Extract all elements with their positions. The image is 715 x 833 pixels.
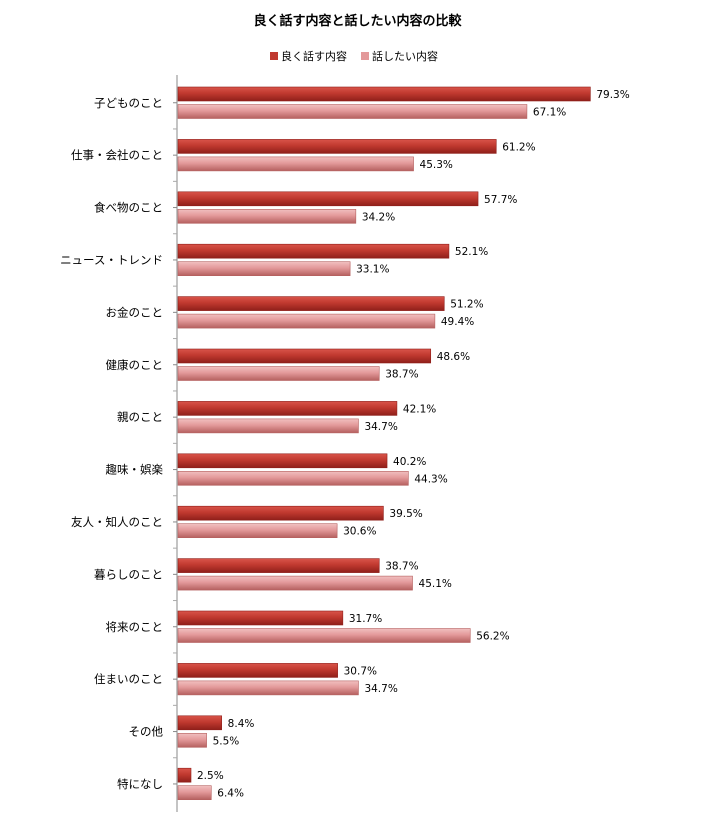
data-label-series-2: 6.4% bbox=[217, 788, 244, 800]
bar-series-1 bbox=[177, 453, 388, 469]
category-label: 暮らしのこと bbox=[94, 567, 163, 581]
category-label: 健康のこと bbox=[106, 358, 164, 372]
data-label-series-1: 61.2% bbox=[502, 141, 535, 153]
bar-series-1 bbox=[177, 610, 344, 626]
bar-series-2 bbox=[177, 366, 380, 381]
data-label-series-1: 39.5% bbox=[389, 508, 422, 520]
bar-series-1 bbox=[177, 86, 591, 102]
bar-series-1 bbox=[177, 505, 384, 521]
data-label-series-2: 34.7% bbox=[364, 421, 397, 433]
category-label: 食べ物のこと bbox=[94, 201, 163, 215]
data-label-series-1: 51.2% bbox=[450, 299, 483, 311]
category-label: 親のこと bbox=[117, 410, 163, 424]
data-label-series-1: 8.4% bbox=[228, 718, 255, 730]
data-label-series-1: 30.7% bbox=[344, 665, 377, 677]
data-label-series-2: 38.7% bbox=[385, 369, 418, 381]
bar-series-1 bbox=[177, 348, 432, 364]
bar-series-2 bbox=[177, 156, 414, 172]
bar-series-2 bbox=[177, 313, 436, 329]
category-label: 住まいのこと bbox=[94, 672, 163, 686]
data-label-series-1: 52.1% bbox=[455, 246, 488, 258]
legend-swatch-series-1 bbox=[270, 52, 278, 60]
category-label: お金のこと bbox=[106, 305, 164, 319]
legend: 良く話す内容 話したい内容 bbox=[270, 48, 438, 64]
bar-series-2 bbox=[177, 680, 359, 696]
data-label-series-2: 34.7% bbox=[364, 683, 397, 695]
data-label-series-2: 56.2% bbox=[476, 631, 509, 643]
data-label-series-1: 79.3% bbox=[596, 89, 629, 101]
data-label-series-1: 31.7% bbox=[349, 613, 382, 625]
data-label-series-2: 44.3% bbox=[414, 473, 447, 485]
data-label-series-1: 48.6% bbox=[437, 351, 470, 363]
bar-series-2 bbox=[177, 628, 471, 643]
category-label: 将来のこと bbox=[106, 620, 164, 634]
bar-series-2 bbox=[177, 470, 409, 486]
bar-series-2 bbox=[177, 418, 359, 434]
legend-item-series-2: 話したい内容 bbox=[361, 48, 438, 64]
bar-series-1 bbox=[177, 191, 479, 207]
bar-series-1 bbox=[177, 767, 192, 783]
bar-series-2 bbox=[177, 523, 338, 539]
legend-label-series-2: 話したい内容 bbox=[372, 50, 438, 63]
bar-series-1 bbox=[177, 139, 497, 154]
bar-series-2 bbox=[177, 104, 528, 119]
bar-series-1 bbox=[177, 558, 380, 573]
chart-title: 良く話す内容と話したい内容の比較 bbox=[253, 14, 462, 29]
category-label: 特になし bbox=[117, 777, 163, 791]
data-label-series-1: 42.1% bbox=[403, 403, 436, 415]
data-label-series-2: 5.5% bbox=[213, 735, 240, 747]
bar-series-1 bbox=[177, 663, 338, 678]
data-label-series-1: 57.7% bbox=[484, 194, 517, 206]
bar-series-1 bbox=[177, 296, 445, 311]
legend-swatch-series-2 bbox=[361, 52, 369, 60]
category-label: 仕事・会社のこと bbox=[71, 148, 163, 162]
bar-series-1 bbox=[177, 243, 450, 259]
bar-series-2 bbox=[177, 732, 207, 748]
data-label-series-2: 49.4% bbox=[441, 316, 474, 328]
category-label: ニュース・トレンド bbox=[60, 253, 163, 267]
legend-label-series-1: 良く話す内容 bbox=[281, 50, 347, 63]
data-label-series-2: 33.1% bbox=[356, 264, 389, 276]
bar-series-2 bbox=[177, 261, 351, 277]
data-label-series-1: 40.2% bbox=[393, 456, 426, 468]
data-label-series-2: 45.1% bbox=[419, 578, 452, 590]
bar-series-1 bbox=[177, 715, 222, 731]
bar-series-2 bbox=[177, 209, 357, 224]
category-label: 子どものこと bbox=[94, 96, 163, 110]
legend-item-series-1: 良く話す内容 bbox=[270, 48, 347, 64]
category-label: その他 bbox=[129, 725, 164, 739]
bar-series-1 bbox=[177, 401, 398, 416]
data-label-series-2: 45.3% bbox=[420, 159, 453, 171]
data-label-series-2: 34.2% bbox=[362, 211, 395, 223]
category-label: 趣味・娯楽 bbox=[106, 463, 164, 477]
data-label-series-2: 67.1% bbox=[533, 107, 566, 119]
bar-series-2 bbox=[177, 575, 413, 591]
category-label: 友人・知人のこと bbox=[71, 515, 163, 529]
data-label-series-2: 30.6% bbox=[343, 526, 376, 538]
data-label-series-1: 38.7% bbox=[385, 561, 418, 573]
bar-series-2 bbox=[177, 785, 212, 801]
data-label-series-1: 2.5% bbox=[197, 770, 224, 782]
